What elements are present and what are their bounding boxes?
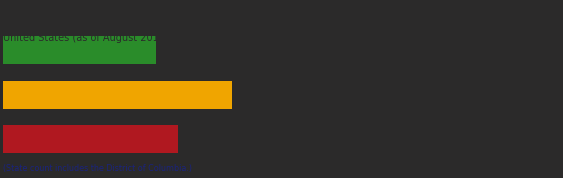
Text: In 16 states, eligibility for Medicaid coverage of family planning services had : In 16 states, eligibility for Medicaid c… bbox=[183, 129, 557, 150]
Text: In 21 states, Medicaid family planning eligibility was limited, was not income-b: In 21 states, Medicaid family planning e… bbox=[238, 84, 563, 105]
Text: Status of expansion of state Medicaid family planning eligibility,
United States: Status of expansion of state Medicaid fa… bbox=[3, 21, 316, 43]
Text: (State count includes the District of Columbia.): (State count includes the District of Co… bbox=[3, 164, 192, 173]
Bar bbox=[3, 81, 233, 109]
Bar bbox=[3, 125, 178, 153]
Text: In 14 states, Medicaid family planning eligibility was income-based, met the inc: In 14 states, Medicaid family planning e… bbox=[161, 40, 525, 61]
Bar bbox=[3, 36, 156, 64]
